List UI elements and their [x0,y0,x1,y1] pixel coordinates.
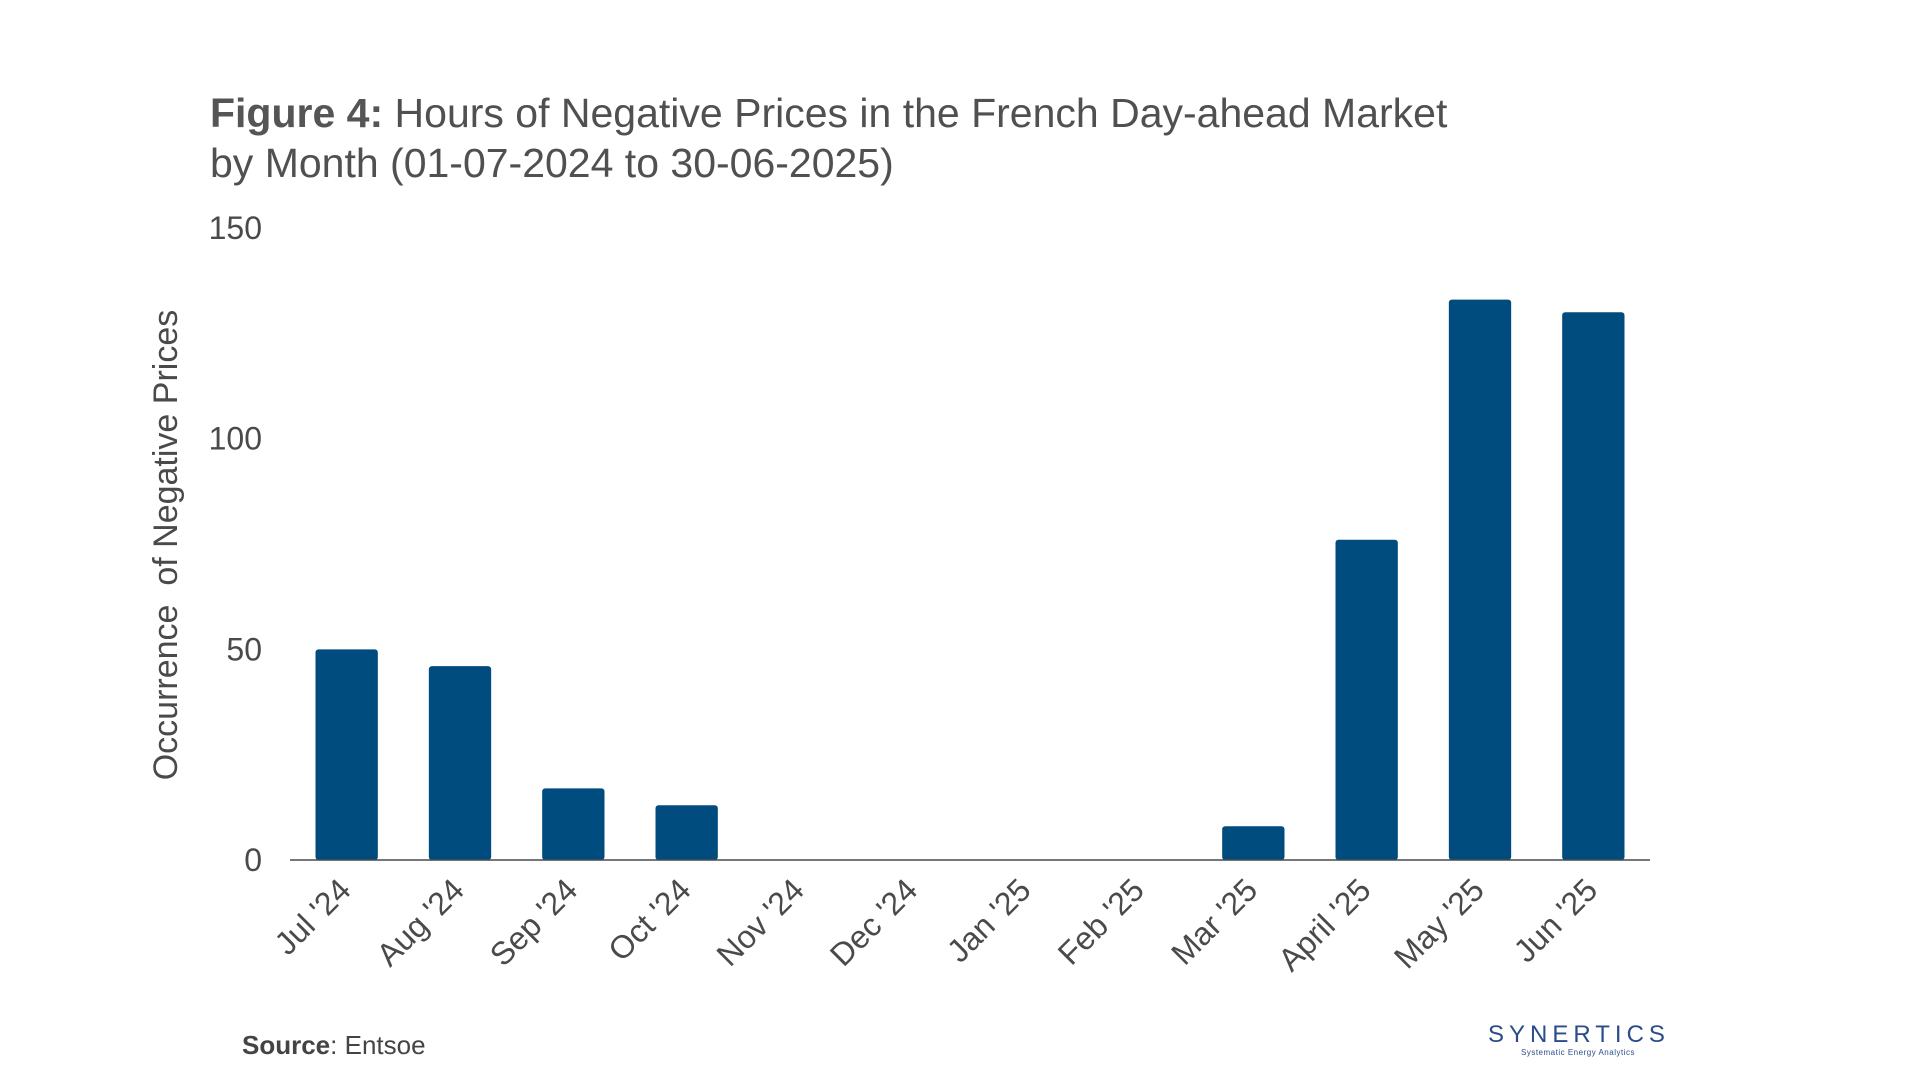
title-line-1: Hours of Negative Prices in the French D… [394,90,1448,136]
y-axis-label: Occurrence of Negative Prices [147,310,185,781]
figure-number: Figure 4: [210,90,384,136]
chart-title: Figure 4: Hours of Negative Prices in th… [210,88,1710,188]
synertics-logo: SYNERTICS Systematic Energy Analytics [1488,1022,1668,1058]
y-tick-label: 50 [226,631,262,667]
source-note: Source: Entsoe [242,1030,426,1061]
bar [1335,539,1398,860]
bar [428,666,492,860]
logo-name: SYNERTICS [1488,1021,1670,1048]
bar [1222,826,1285,860]
x-tick-label: Nov '24 [709,871,810,972]
x-axis-labels: Jul '24 Aug '24 Sep '24 Oct '24 Nov '24 Dec '… [267,871,1604,977]
y-tick-label: 150 [209,210,262,246]
y-tick-label: 100 [209,421,262,457]
x-tick-label: Aug '24 [369,871,470,972]
source-text: : Entsoe [330,1030,426,1060]
bar [1562,312,1625,860]
bar [655,805,718,860]
logo-tagline: Systematic Energy Analytics [1521,1048,1635,1057]
x-tick-label: Sep '24 [483,871,584,972]
bar [1448,299,1512,860]
x-tick-label: Oct '24 [601,871,697,967]
source-label: Source [242,1030,331,1060]
x-tick-label: Dec '24 [823,871,924,972]
x-tick-label: Feb '25 [1051,871,1151,971]
x-tick-label: May '25 [1387,871,1491,975]
bar [542,788,605,860]
bars [315,299,1625,860]
x-tick-label: Jan '25 [940,871,1038,969]
x-tick-label: Mar '25 [1164,871,1264,971]
title-line-2: by Month (01-07-2024 to 30-06-2025) [210,140,894,186]
x-tick-label: Jun '25 [1507,871,1605,969]
x-tick-label: Jul '24 [267,871,357,961]
x-tick-label: April '25 [1271,871,1377,977]
bar [315,649,378,860]
y-axis-ticks: 0 50 100 150 [209,210,262,878]
y-tick-label: 0 [244,842,262,878]
